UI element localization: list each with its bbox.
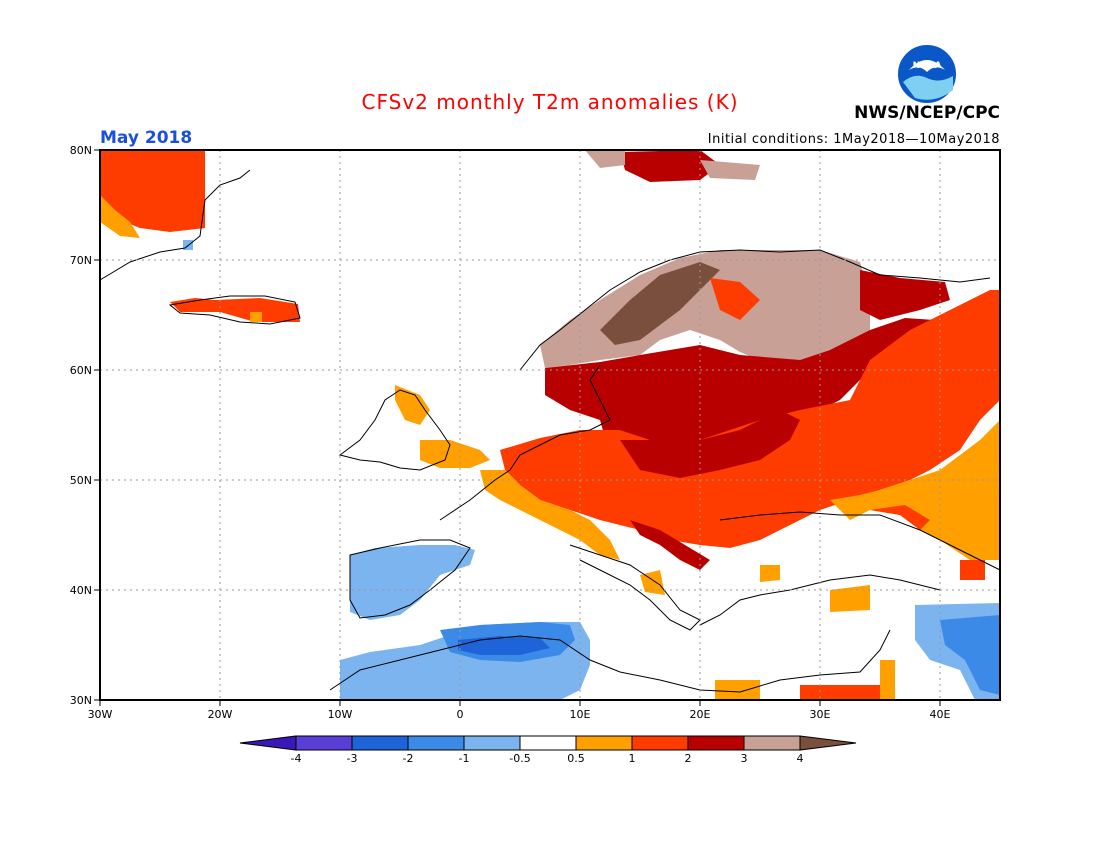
colorbar-label: -4	[291, 752, 302, 765]
lat-label-70n: 70N	[70, 254, 92, 267]
shade-greenland-edge	[100, 195, 140, 238]
colorbar-label: 3	[741, 752, 748, 765]
tick-marks	[94, 149, 941, 706]
colorbar-swatch	[743, 735, 801, 751]
colorbar-label: -2	[403, 752, 414, 765]
colorbar-swatch-max	[799, 735, 857, 751]
colorbar-swatch	[407, 735, 465, 751]
lat-label-30n: 30N	[70, 694, 92, 707]
shade-svalbard	[620, 150, 720, 182]
lon-label-10w: 10W	[328, 708, 353, 721]
colorbar-swatch	[631, 735, 689, 751]
lon-label-0: 0	[457, 708, 464, 721]
colorbar-label: 4	[797, 752, 804, 765]
shade-iceland	[170, 298, 300, 322]
shade-scandinavia-hot	[600, 262, 720, 345]
shade-iberia-cool	[350, 545, 475, 620]
lon-labels: 30W 20W 10W 0 10E 20E 30E 40E	[88, 708, 951, 721]
lon-label-40e: 40E	[930, 708, 951, 721]
noaa-logo-text: NOAA	[913, 61, 942, 71]
lon-label-30e: 30E	[810, 708, 831, 721]
lat-label-80n: 80N	[70, 144, 92, 157]
colorbar-label: 0.5	[567, 752, 585, 765]
month-label: May 2018	[100, 128, 193, 148]
colorbar-label: -1	[459, 752, 470, 765]
colorbar-swatch-min	[239, 735, 297, 751]
colorbar-swatch	[519, 735, 577, 751]
coastlines	[99, 169, 1001, 693]
graticule	[100, 150, 1000, 700]
noaa-logo-icon: NOAA	[896, 43, 958, 105]
colorbar-swatches	[239, 735, 857, 751]
colorbar-label: 1	[629, 752, 636, 765]
shade-europe-warm	[500, 290, 1000, 548]
lat-labels: 80N 70N 60N 50N 40N 30N	[70, 144, 92, 707]
colorbar-swatch	[687, 735, 745, 751]
anomaly-shading	[100, 150, 1000, 700]
colorbar-swatch	[351, 735, 409, 751]
colorbar-swatch	[463, 735, 521, 751]
agency-label: NWS/NCEP/CPC	[854, 103, 1000, 123]
lat-label-40n: 40N	[70, 584, 92, 597]
shade-svalbard-mild	[585, 150, 625, 168]
colorbar: -4 -3 -2 -1 -0.5 0.5 1 2 3 4	[239, 735, 857, 765]
lat-label-50n: 50N	[70, 474, 92, 487]
chart-title: CFSv2 monthly T2m anomalies (K)	[361, 90, 739, 114]
shade-east-orange	[830, 420, 1000, 560]
lon-label-30w: 30W	[88, 708, 113, 721]
lon-label-10e: 10E	[570, 708, 591, 721]
colorbar-label: -3	[347, 752, 358, 765]
colorbar-labels: -4 -3 -2 -1 -0.5 0.5 1 2 3 4	[291, 752, 804, 765]
map-frame	[99, 149, 1001, 701]
colorbar-swatch	[575, 735, 633, 751]
colorbar-label: 2	[685, 752, 692, 765]
shade-greenland	[100, 150, 205, 232]
lon-label-20e: 20E	[690, 708, 711, 721]
shade-uk-warm	[420, 440, 490, 468]
lon-label-20w: 20W	[208, 708, 233, 721]
colorbar-swatch	[295, 735, 353, 751]
lat-label-60n: 60N	[70, 364, 92, 377]
colorbar-label: -0.5	[509, 752, 530, 765]
initial-conditions-label: Initial conditions: 1May2018—10May2018	[707, 132, 1000, 147]
